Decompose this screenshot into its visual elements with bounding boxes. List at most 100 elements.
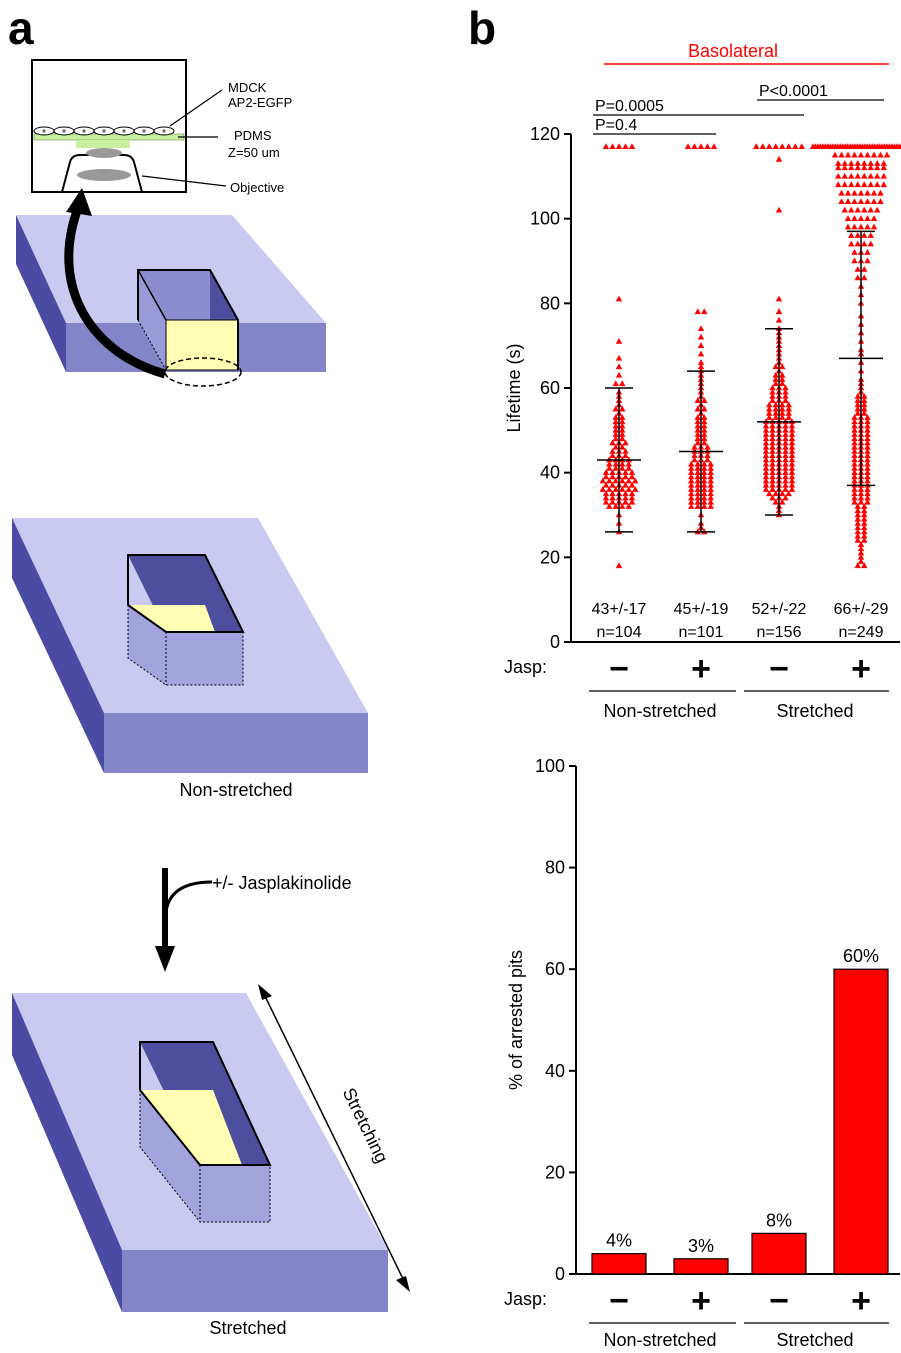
scatter-point [861, 401, 868, 408]
scatter-point [848, 240, 855, 247]
scatter-point [775, 308, 783, 315]
scatter-point [694, 431, 701, 437]
scatter-point [851, 473, 858, 480]
scatter-point [874, 160, 881, 166]
scatter-point [782, 397, 789, 403]
scatter-point [775, 316, 783, 323]
scatter-point [864, 151, 871, 158]
scatter-point [864, 469, 871, 475]
block-st-front [122, 1250, 388, 1312]
scatter-point [851, 443, 858, 450]
scatter-point [867, 206, 874, 213]
scatter-point [619, 414, 626, 420]
scatter-point [864, 431, 871, 437]
scatter-point [854, 160, 861, 166]
scatter-point [851, 435, 858, 442]
scatter-point [622, 448, 629, 454]
objective-lens [77, 169, 131, 181]
stretch-arrow-head-bottom [396, 1276, 410, 1292]
scatter-point [861, 392, 868, 399]
scatter-point [851, 418, 858, 425]
scatter-point [788, 431, 796, 437]
scatter-point [788, 456, 796, 463]
scatter-point [864, 443, 871, 450]
scatter-point [851, 257, 858, 264]
bar-group-stretched: Stretched [776, 1330, 853, 1350]
scatter-point [851, 426, 858, 433]
scatter-point [701, 486, 708, 492]
scatter-point [694, 503, 701, 509]
scatter-point [848, 172, 855, 179]
scatter-point [779, 498, 786, 505]
scatter-point [701, 503, 708, 509]
scatter-point [880, 164, 887, 171]
well-ns-floor [128, 605, 215, 632]
scatter-point [782, 422, 789, 429]
scatter-point [861, 265, 868, 272]
scatter-point [880, 160, 887, 166]
scatter-point [697, 363, 705, 370]
block-non-stretched [12, 518, 368, 773]
scatter-point [854, 503, 861, 509]
scatter-point [701, 490, 708, 497]
scatter-point [864, 249, 871, 255]
scatter-ytick-label-120: 120 [530, 124, 560, 144]
scatter-point [707, 498, 714, 505]
scatter-point [697, 350, 705, 357]
scatter-point [769, 452, 776, 459]
scatter-point [867, 240, 874, 247]
scatter-point [602, 481, 610, 488]
scatter-point [848, 181, 855, 188]
scatter-point [707, 464, 714, 471]
well-top-dotted [137, 319, 167, 371]
scatter-point [688, 494, 695, 501]
scatter-point [854, 409, 861, 416]
scatter-point [838, 198, 845, 205]
scatter-point [697, 342, 705, 348]
scatter-point [628, 494, 636, 501]
scatter-point [701, 405, 708, 412]
scatter-point [762, 443, 770, 450]
block-stretched: Stretching [12, 984, 410, 1312]
scatter-point [615, 337, 623, 344]
scatter-point [612, 435, 619, 442]
scatter-point [622, 469, 629, 475]
scatter-point [782, 477, 789, 484]
scatter-point [788, 435, 796, 442]
scatter-point [772, 371, 779, 378]
scatter-point [762, 456, 770, 463]
scatter-point [619, 422, 626, 429]
scatter-ytick-label-40: 40 [540, 463, 560, 483]
scatter-point [609, 490, 616, 497]
panel-a-label: a [8, 2, 34, 54]
scatter-group-non-stretched: Non-stretched [603, 701, 716, 721]
scatter-point [779, 401, 786, 408]
scatter-point [628, 481, 636, 488]
scatter-point [602, 490, 610, 497]
scatter-point [707, 494, 714, 501]
scatter-point [619, 503, 626, 509]
scatter-point [782, 481, 789, 488]
scatter-point [707, 486, 714, 492]
scatter-point [857, 151, 865, 158]
scatter-point [688, 486, 695, 492]
scatter-point [864, 223, 871, 230]
scatter-point [707, 469, 714, 475]
scatter-point [606, 503, 613, 509]
scatter-point [762, 431, 770, 437]
scatter-point [861, 172, 868, 179]
scatter-point [769, 469, 776, 475]
scatter-point [864, 464, 871, 471]
scatter-point [602, 469, 610, 475]
scatter-comparisons: P=0.0005 P=0.4 P<0.0001 [593, 83, 884, 135]
scatter-point [857, 215, 865, 221]
scatter-point [898, 144, 901, 149]
scatter-point [841, 160, 848, 166]
scatter-point [857, 494, 865, 501]
stretching-label: Stretching [339, 1085, 393, 1167]
scatter-point [628, 490, 636, 497]
scatter-point [870, 198, 878, 205]
bar-row-label: Jasp: [504, 1289, 547, 1309]
scatter-point [844, 189, 852, 196]
scatter-point [857, 498, 865, 505]
